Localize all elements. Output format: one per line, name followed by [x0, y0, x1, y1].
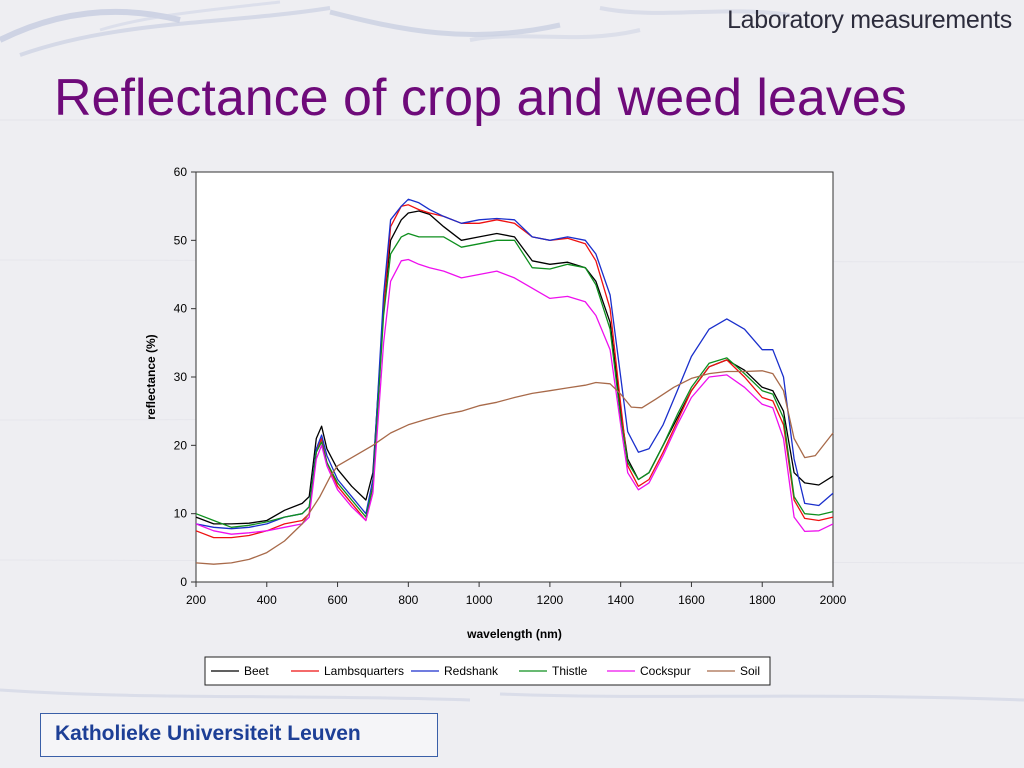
x-tick-label: 600 [328, 593, 348, 607]
y-tick-label: 40 [174, 302, 188, 316]
x-tick-label: 400 [257, 593, 277, 607]
series-line-cockspur [195, 258, 834, 535]
y-tick-label: 0 [180, 575, 187, 589]
x-tick-label: 1000 [466, 593, 493, 607]
legend-label-soil: Soil [740, 664, 760, 678]
x-tick-label: 2000 [820, 593, 847, 607]
x-tick-label: 1600 [678, 593, 705, 607]
legend-label-lambsquarters: Lambsquarters [324, 664, 404, 678]
university-name: Katholieke Universiteit Leuven [55, 722, 361, 745]
x-tick-label: 200 [186, 593, 206, 607]
series-line-thistle [195, 232, 834, 528]
legend-label-thistle: Thistle [552, 664, 588, 678]
x-tick-label: 1400 [607, 593, 634, 607]
legend-label-beet: Beet [244, 664, 269, 678]
section-header-label: Laboratory measurements [727, 6, 1012, 34]
legend-label-cockspur: Cockspur [640, 664, 691, 678]
x-tick-label: 1200 [537, 593, 564, 607]
y-tick-label: 50 [174, 233, 188, 247]
x-tick-label: 1800 [749, 593, 776, 607]
legend-label-redshank: Redshank [444, 664, 499, 678]
x-axis-label: wavelength (nm) [466, 627, 562, 641]
slide-title: Reflectance of crop and weed leaves [54, 69, 907, 127]
series-line-redshank [195, 198, 834, 530]
x-tick-label: 800 [398, 593, 418, 607]
y-tick-label: 10 [174, 507, 188, 521]
reflectance-chart: 200 400 600 800 1000 1200 1400 1600 1800 2000 0 10 2… [144, 165, 847, 686]
y-tick-label: 30 [174, 370, 188, 384]
y-tick-label: 60 [174, 165, 188, 179]
y-axis-label: reflectance (%) [144, 334, 158, 419]
series-line-soil [195, 370, 834, 565]
y-tick-label: 20 [174, 438, 188, 452]
plot-area [195, 171, 834, 583]
footer-box: Katholieke Universiteit Leuven [40, 713, 438, 757]
